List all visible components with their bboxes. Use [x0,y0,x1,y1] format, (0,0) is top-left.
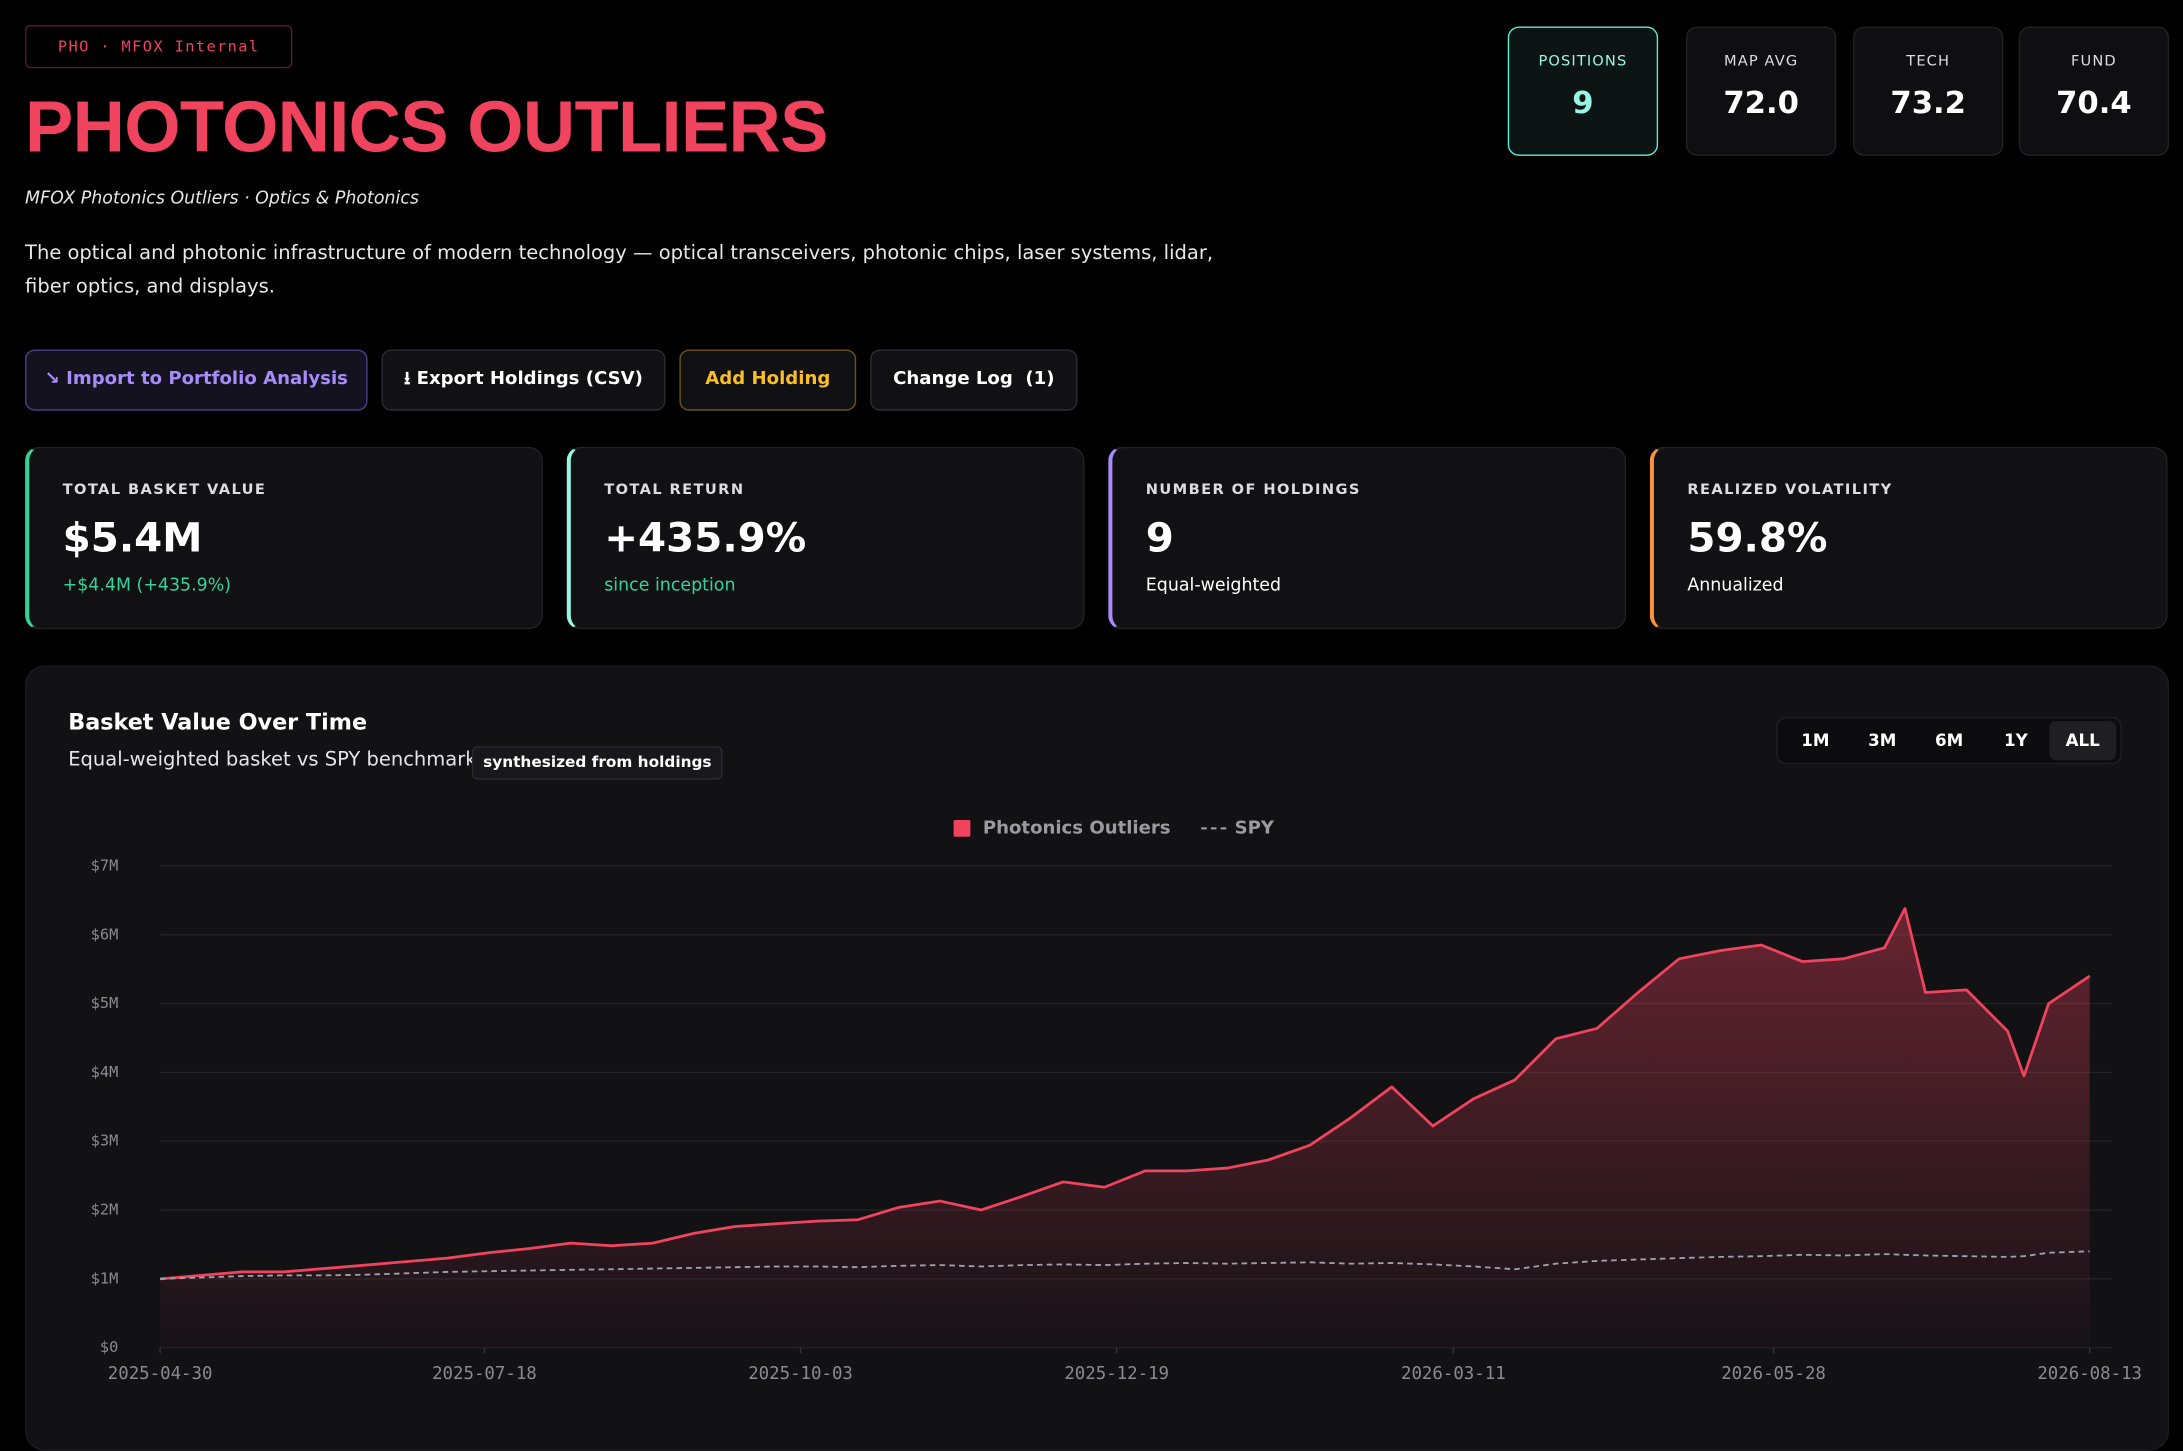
metric-label: TOTAL BASKET VALUE [62,481,267,499]
metric-card: TOTAL BASKET VALUE $5.4M +$4.4M (+435.9%) [25,446,543,630]
metric-label: REALIZED VOLATILITY [1687,481,1893,499]
stat-box: FUND 70.4 [2018,26,2170,156]
x-tick-label: 2025-07-18 [432,1364,537,1384]
stat-box: MAP AVG 72.0 [1685,26,1837,156]
stat-label: POSITIONS [1538,52,1628,70]
chart-badge: synthesized from holdings [471,746,723,780]
tag: PHO · MFOX Internal [25,25,293,69]
x-tick-label: 2025-10-03 [748,1364,853,1384]
chart-panel: Basket Value Over Time Equal-weighted ba… [25,665,2170,1451]
y-tick-label: $2M [91,1201,119,1219]
range-button[interactable]: 1Y [2004,730,2028,751]
y-tick-label: $1M [91,1269,119,1287]
metric-card: NUMBER OF HOLDINGS 9 Equal-weighted [1108,446,1627,630]
range-selector: 1M 3M 6M 1Y ALL [1776,716,2122,765]
x-tick-label: 2025-12-19 [1064,1364,1169,1384]
y-tick-label: $5M [91,994,119,1012]
range-button[interactable]: 3M [1868,730,1897,751]
x-tick-label: 2026-08-13 [2037,1364,2142,1384]
stat-label: MAP AVG [1724,52,1799,70]
stat-value: 70.4 [2056,86,2132,122]
stat-label: FUND [2070,52,2117,70]
metric-label: TOTAL RETURN [604,481,745,499]
stat-box: TECH 73.2 [1853,26,2004,156]
x-tick-label: 2026-05-28 [1721,1364,1826,1384]
stat-value: 73.2 [1890,86,1966,122]
metric-value: $5.4M [62,513,203,562]
stat-value: 9 [1572,86,1594,122]
metric-note: since inception [604,573,736,595]
range-button[interactable]: ALL [2049,721,2117,761]
export-button[interactable]: ⭳ Export Holdings (CSV) [381,349,666,411]
metric-value: 9 [1145,513,1174,562]
series-line [160,1250,2090,1280]
change-log-button[interactable]: Change Log (1) [870,349,1078,411]
range-button[interactable]: 1M [1801,730,1830,751]
series-line [159,907,2091,1281]
page-title: PHOTONICS OUTLIERS [25,87,828,169]
stat-box: POSITIONS 9 [1507,26,1659,156]
add-holding-button[interactable]: Add Holding [679,349,857,411]
import-button[interactable]: ↘ Import to Portfolio Analysis [25,349,368,411]
x-tick-label: 2025-04-30 [108,1364,213,1384]
metric-note: +$4.4M (+435.9%) [62,573,232,595]
metric-card: TOTAL RETURN +435.9% since inception [566,446,1085,630]
y-tick-label: $6M [91,925,119,943]
subtitle: MFOX Photonics Outliers · Optics & Photo… [25,186,420,208]
stat-label: TECH [1906,52,1951,70]
description: The optical and photonic infrastructure … [25,242,1214,298]
legend-label: Photonics Outliers [983,817,1171,838]
chart-subtitle: Equal-weighted basket vs SPY benchmark [68,749,477,772]
chart-title: Basket Value Over Time [68,708,368,736]
metric-note: Annualized [1687,573,1784,595]
range-button[interactable]: 6M [1934,730,1964,751]
y-tick-label: $0 [100,1338,118,1356]
area [160,908,2090,1348]
chart: $0 $1M $2M $3M $4M $5M $6M $7M 2025-04-30 2025-07… [91,817,2142,1384]
y-tick-label: $3M [91,1132,119,1150]
metric-value: +435.9% [604,513,807,562]
metric-value: 59.8% [1687,513,1828,562]
x-tick-label: 2026-03-11 [1401,1364,1506,1384]
y-tick-label: $4M [91,1063,119,1081]
stat-value: 72.0 [1723,86,1799,122]
legend-label: SPY [1235,817,1275,838]
metric-card: REALIZED VOLATILITY 59.8% Annualized [1649,446,2168,630]
metric-label: NUMBER OF HOLDINGS [1145,481,1361,499]
legend-swatch [953,820,971,837]
y-tick-label: $7M [91,856,119,874]
metric-note: Equal-weighted [1145,573,1282,595]
legend: Photonics Outliers SPY [953,817,1275,838]
